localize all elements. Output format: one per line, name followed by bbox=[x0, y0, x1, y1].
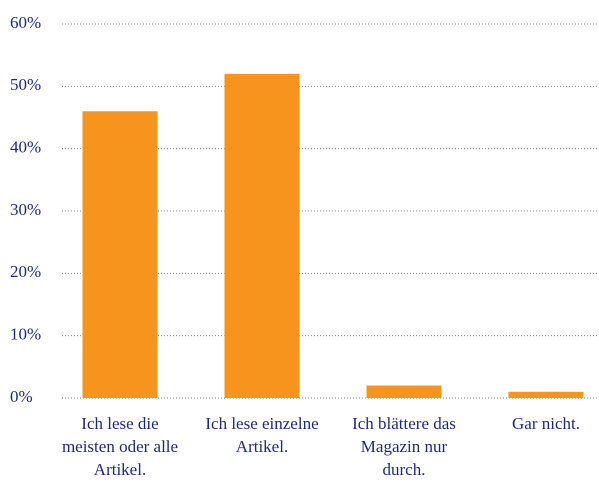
y-tick-label: 10% bbox=[10, 325, 41, 344]
bar bbox=[366, 385, 442, 398]
bar bbox=[82, 111, 158, 399]
x-tick-label: Ich blättere das Magazin nur durch. bbox=[352, 414, 456, 479]
y-tick-label: 0% bbox=[10, 387, 33, 406]
x-tick-label: Gar nicht. bbox=[512, 414, 580, 433]
y-tick-label: 30% bbox=[10, 200, 41, 219]
y-tick-label: 60% bbox=[10, 13, 41, 32]
x-tick-label: Ich lese die meisten oder alle Artikel. bbox=[61, 414, 179, 479]
y-tick-label: 50% bbox=[10, 75, 41, 94]
x-tick-label: Ich lese einzelne Artikel. bbox=[205, 414, 319, 456]
y-tick-label: 20% bbox=[10, 262, 41, 281]
bar bbox=[224, 73, 300, 398]
y-tick-label: 40% bbox=[10, 138, 41, 157]
bar bbox=[508, 391, 584, 398]
